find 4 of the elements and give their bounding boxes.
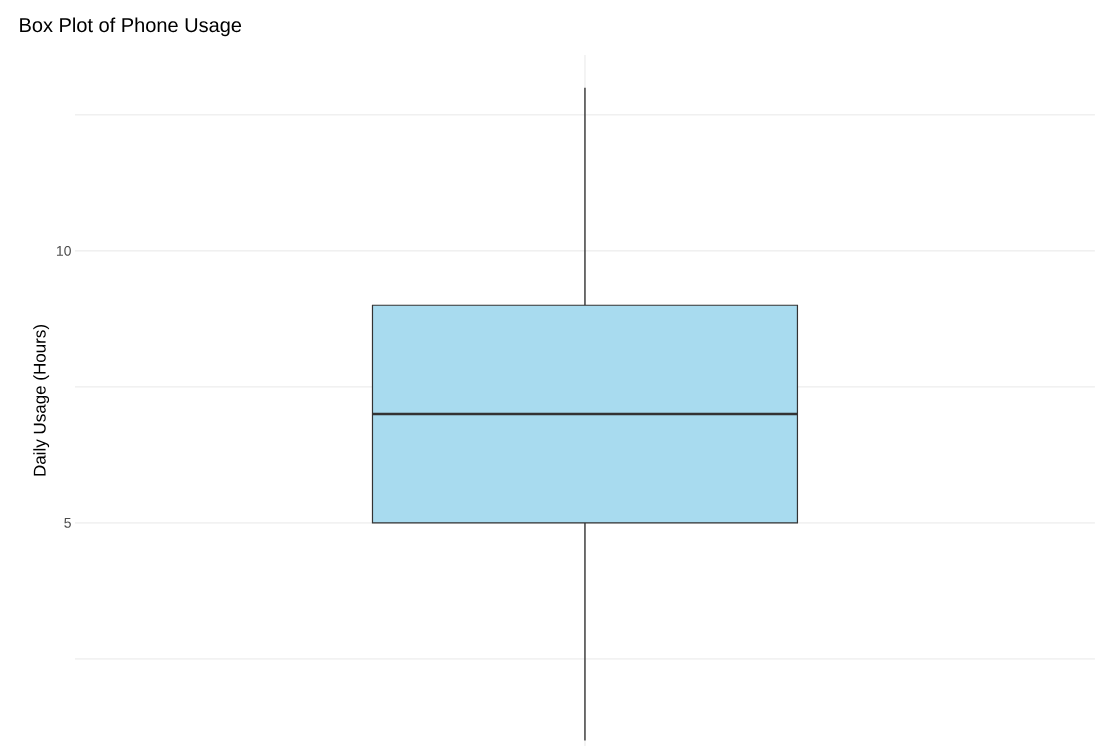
y-tick-label: 5 bbox=[64, 518, 71, 528]
y-tick-label: 10 bbox=[56, 245, 71, 256]
y-axis-title: Daily Usage (Hours) bbox=[33, 325, 50, 476]
chart-title: Box Plot of Phone Usage bbox=[20, 17, 242, 37]
